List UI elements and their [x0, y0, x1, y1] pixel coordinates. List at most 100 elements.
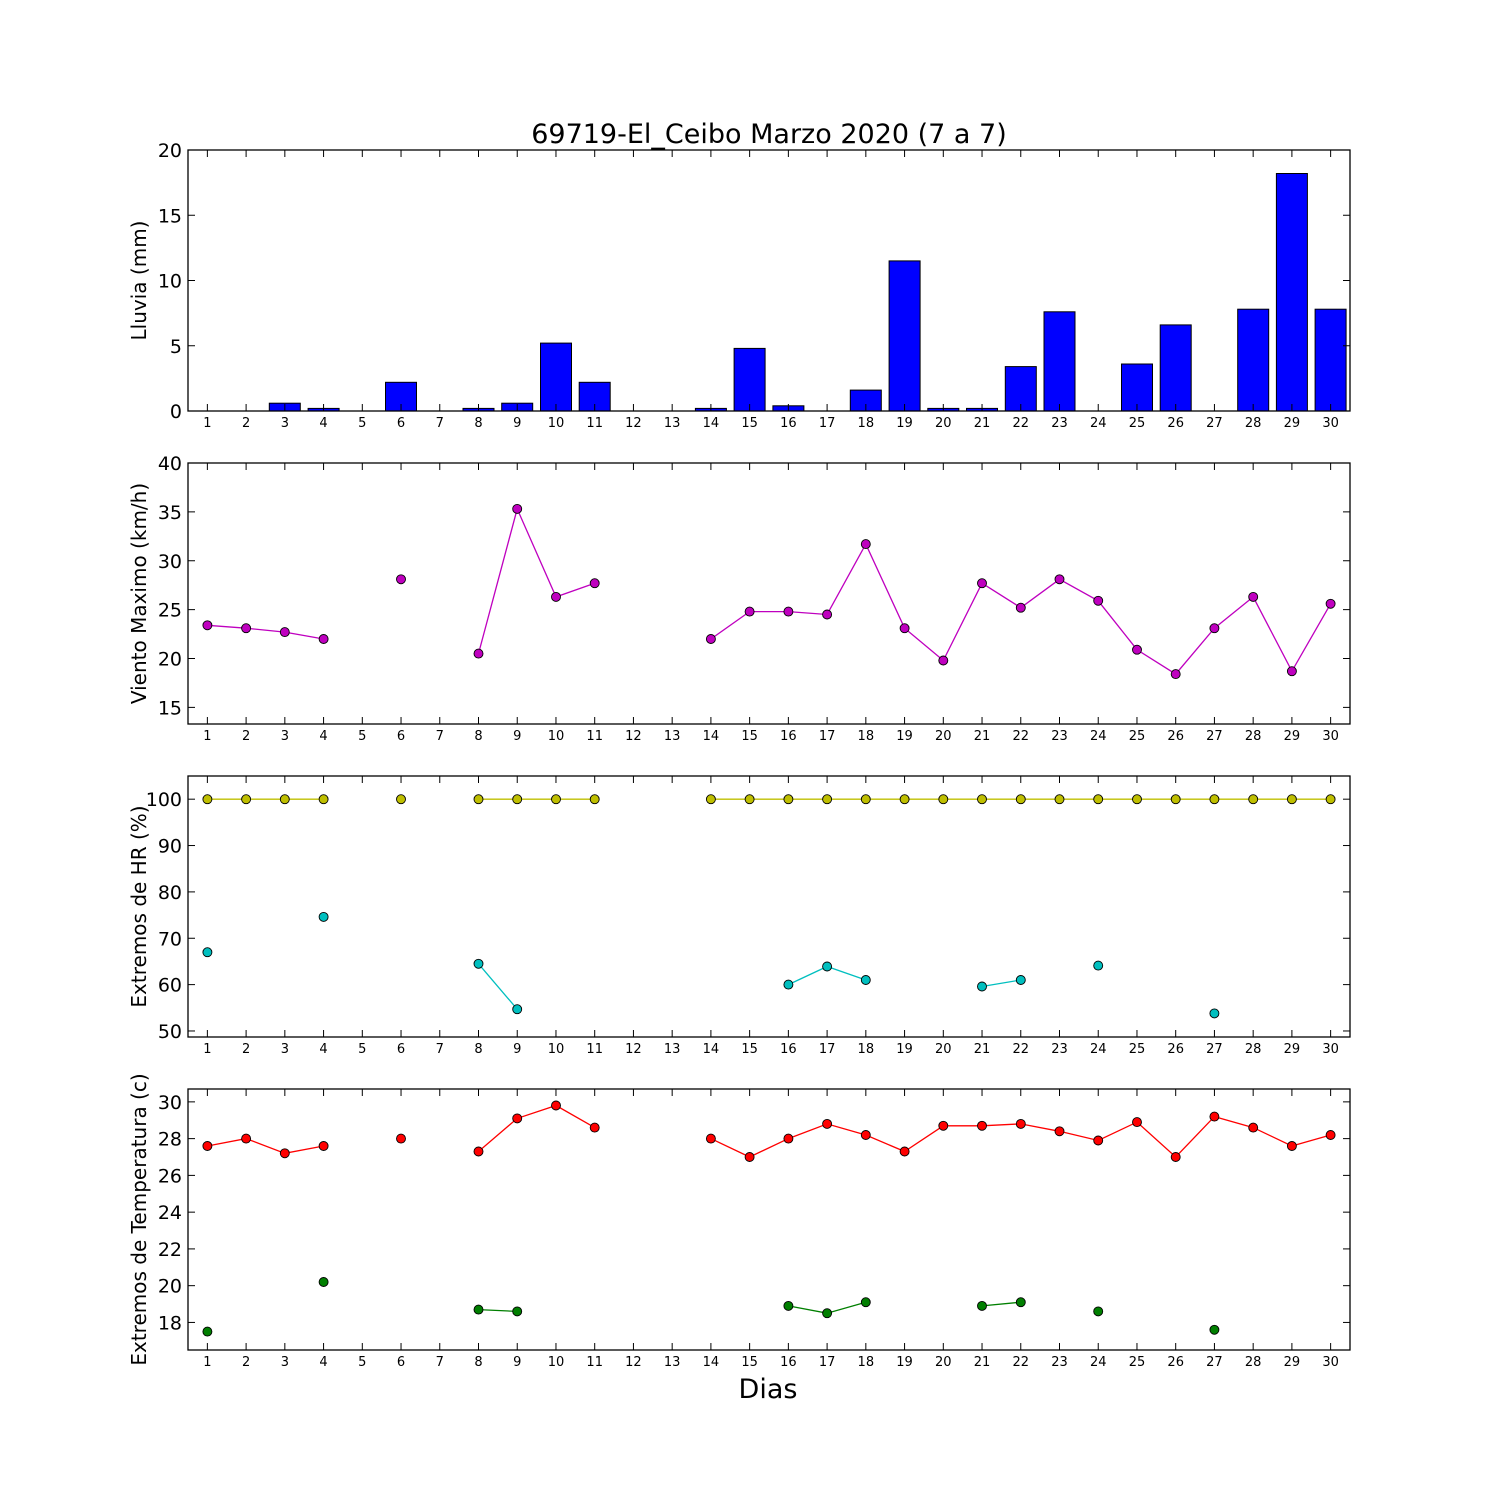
xtick-label: 11 [586, 1355, 603, 1370]
ytick-label: 50 [158, 1021, 182, 1043]
series-2-point-day-21 [977, 1300, 987, 1311]
series-1-point-day-18 [860, 539, 871, 550]
series-1-point-day-21 [977, 578, 987, 589]
series-1-point-day-29 [1286, 794, 1297, 805]
series-1-point-day-29 [1286, 666, 1297, 677]
xtick-label: 30 [1322, 1355, 1339, 1370]
series-2-point-day-27 [1209, 1008, 1220, 1019]
series-1-point-day-28 [1248, 1122, 1259, 1133]
bar-day-29 [1275, 173, 1308, 412]
panel-4: Extremos de Temperatura (c) 1820222426283… [127, 1073, 1351, 1370]
series-1-point-day-15 [744, 606, 755, 617]
series-1-point-day-19 [899, 1146, 910, 1157]
bar-day-26 [1159, 324, 1192, 412]
series-1-point-day-6 [396, 574, 406, 585]
ytick-label: 15 [158, 697, 182, 719]
series-1-point-day-26 [1170, 794, 1181, 805]
series-2-line [478, 1308, 518, 1313]
bar-day-25 [1121, 363, 1153, 412]
xtick-label: 24 [1090, 1042, 1107, 1057]
series-1-point-day-27 [1209, 794, 1220, 805]
series-2-point-day-8 [473, 1304, 484, 1315]
xtick-label: 25 [1129, 729, 1146, 744]
series-2-point-day-24 [1093, 1306, 1104, 1317]
xtick-label: 24 [1090, 1355, 1107, 1370]
series-1-point-day-26 [1170, 1152, 1181, 1162]
bar-day-30 [1314, 308, 1347, 412]
xtick-label: 1 [203, 416, 211, 431]
xtick-label: 28 [1245, 729, 1262, 744]
bar-day-15 [733, 347, 766, 412]
series-1-point-day-1 [202, 1141, 213, 1151]
series-1-point-day-28 [1248, 794, 1259, 805]
xtick-label: 27 [1206, 729, 1223, 744]
series-1-point-day-17 [822, 1118, 833, 1129]
xtick-label: 4 [319, 1355, 327, 1370]
series-2-point-day-8 [473, 958, 484, 969]
xtick-label: 16 [780, 1042, 797, 1057]
xtick-label: 20 [935, 729, 952, 744]
xtick-label: 2 [242, 729, 250, 744]
series-1-point-day-10 [551, 591, 561, 602]
series-1-point-day-6 [396, 794, 406, 805]
ytick-label: 15 [158, 205, 182, 227]
series-1-point-day-30 [1325, 794, 1336, 805]
series-1-point-day-21 [977, 794, 987, 805]
xtick-label: 6 [397, 729, 405, 744]
xtick-label: 12 [625, 416, 642, 431]
xtick-label: 10 [548, 729, 565, 744]
series-1-point-day-22 [1015, 1118, 1026, 1129]
series-2-point-day-22 [1015, 975, 1026, 985]
xtick-label: 29 [1284, 1355, 1301, 1370]
series-1-point-day-3 [279, 794, 290, 805]
xtick-label: 5 [358, 729, 366, 744]
xtick-label: 19 [896, 1355, 913, 1370]
axes-frame [187, 775, 1351, 1038]
series-1-point-day-8 [473, 1146, 484, 1157]
xtick-label: 25 [1129, 1042, 1146, 1057]
ytick-label: 100 [146, 789, 182, 811]
series-1-point-day-30 [1325, 1130, 1336, 1140]
series-1-point-day-28 [1248, 591, 1259, 602]
series-1-point-day-11 [589, 1122, 600, 1133]
xtick-label: 8 [474, 1042, 482, 1057]
xtick-label: 21 [974, 1042, 991, 1057]
series-1-point-day-15 [744, 1152, 755, 1162]
xtick-label: 27 [1206, 1042, 1223, 1057]
series-1-point-day-18 [860, 794, 871, 805]
series-1-line [478, 1104, 596, 1152]
xtick-label: 20 [935, 416, 952, 431]
series-2-point-day-17 [822, 1308, 833, 1319]
xtick-label: 1 [203, 1042, 211, 1057]
y-axis-label: Lluvia (mm) [127, 221, 151, 341]
ytick-label: 5 [170, 336, 182, 358]
series-1-point-day-29 [1286, 1141, 1297, 1151]
axes-frame [187, 1088, 1351, 1351]
xtick-label: 15 [741, 416, 758, 431]
bar-day-23 [1043, 311, 1076, 412]
xtick-label: 30 [1322, 416, 1339, 431]
ytick-label: 30 [158, 1092, 182, 1114]
xtick-label: 19 [896, 416, 913, 431]
bar-day-28 [1237, 308, 1270, 412]
xtick-label: 30 [1322, 1042, 1339, 1057]
xtick-label: 21 [974, 729, 991, 744]
series-1-point-day-22 [1015, 794, 1026, 805]
series-1-point-day-19 [899, 794, 910, 805]
bar-day-10 [540, 342, 572, 412]
series-1-point-day-20 [938, 1120, 949, 1131]
xtick-label: 15 [741, 1355, 758, 1370]
xtick-label: 26 [1167, 416, 1184, 431]
xtick-label: 28 [1245, 1355, 1262, 1370]
y-axis-label: Extremos de HR (%) [127, 805, 151, 1007]
series-1-point-day-11 [589, 794, 600, 805]
xtick-label: 1 [203, 729, 211, 744]
ytick-label: 22 [158, 1239, 182, 1261]
series-2-point-day-17 [822, 961, 833, 972]
series-1-point-day-25 [1132, 1117, 1142, 1128]
xtick-label: 28 [1245, 416, 1262, 431]
series-2-point-day-18 [860, 975, 871, 985]
series-1-point-day-8 [473, 794, 484, 805]
series-1-point-day-9 [512, 1113, 523, 1124]
